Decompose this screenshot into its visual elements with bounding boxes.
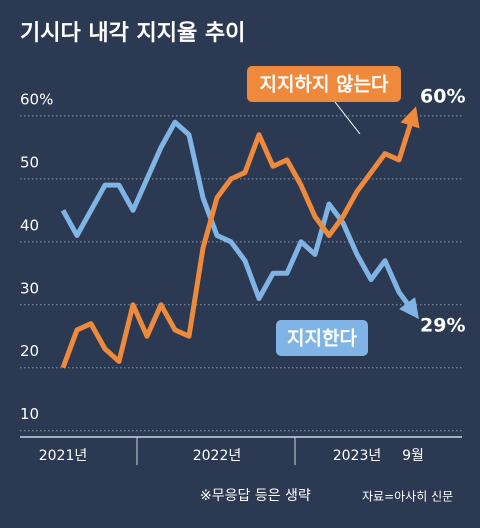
legend-label: 지지한다: [287, 328, 357, 350]
legend-box: [276, 320, 368, 356]
series-line: [60, 119, 419, 320]
x-tick-label: 2023년: [333, 448, 382, 464]
x-tick-label: 2021년: [39, 448, 88, 464]
y-tick-label: 50: [20, 153, 39, 171]
y-tick-label: 60%: [20, 90, 53, 108]
legend-box: [247, 66, 401, 102]
end-label: 60%: [420, 86, 465, 108]
y-tick-label: 20: [20, 342, 39, 360]
leader-line: [334, 101, 361, 135]
x-tick-label: 2022년: [193, 448, 242, 464]
end-label: 29%: [420, 315, 465, 337]
y-tick-label: 10: [20, 405, 39, 423]
source: 자료=아사히 신문: [362, 490, 453, 504]
note: ※무응답 등은 생략: [200, 488, 311, 504]
x-tick-label: 9월: [402, 448, 424, 464]
chart-title: 기시다 내각 지지율 추이: [20, 21, 245, 46]
y-tick-label: 40: [20, 216, 39, 234]
y-tick-label: 30: [20, 279, 39, 297]
series-line: [60, 106, 420, 369]
legend-label: 지지하지 않는다: [260, 74, 389, 96]
